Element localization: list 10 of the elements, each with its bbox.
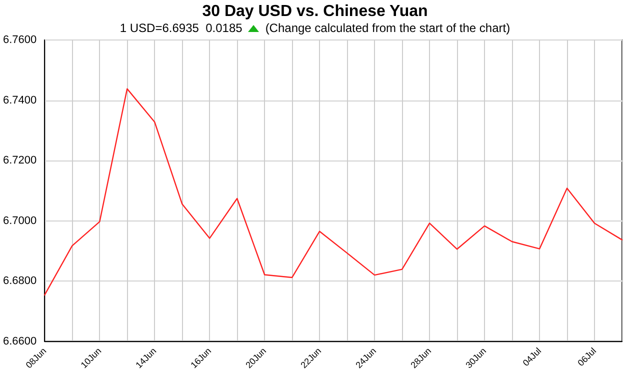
y-tick-label: 6.6600 <box>2 335 37 348</box>
line-series <box>44 88 623 296</box>
y-tick-label: 6.7000 <box>2 214 37 227</box>
y-tick-label: 6.6800 <box>2 275 37 288</box>
y-tick-label: 6.7400 <box>2 94 37 106</box>
text: (Change calculated from the start of the chart) <box>265 21 510 35</box>
chart-subtitle: 1 USD=6.6935 0.0185 <box>120 21 242 35</box>
y-tick-label: 6.7600 <box>2 34 37 46</box>
chart-title: 30 Day USD vs. Chinese Yuan <box>201 3 429 21</box>
y-tick-label: 6.7200 <box>2 154 37 167</box>
